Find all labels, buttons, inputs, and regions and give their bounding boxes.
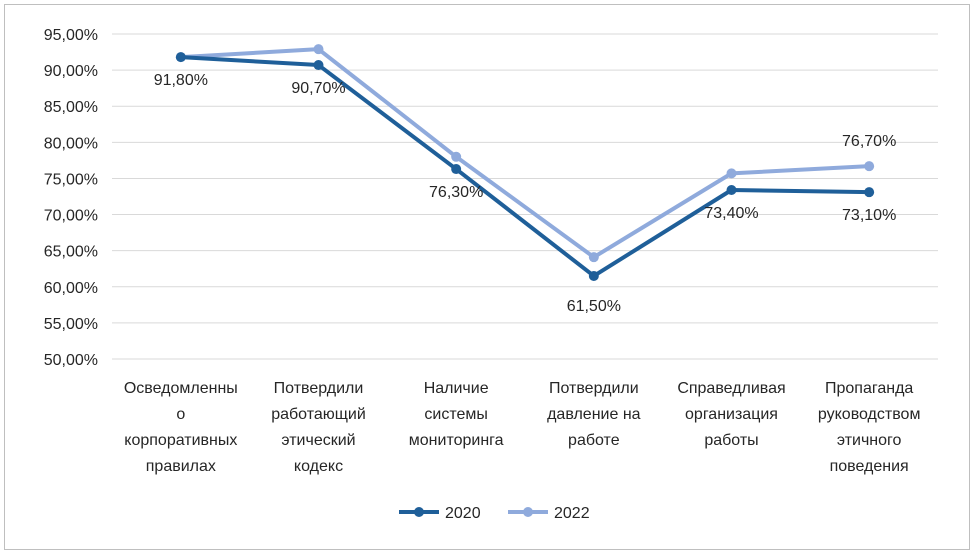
y-tick-label: 60,00% — [44, 280, 98, 297]
legend-marker-2020 — [414, 507, 424, 517]
series-group — [175, 44, 875, 281]
y-axis: 50,00% 55,00% 60,00% 65,00% 70,00% 75,00% 80,0… — [44, 27, 98, 369]
x-category-label: Справедливая организация работы — [677, 380, 785, 449]
x-category-label: Потвердили давление на работе — [547, 380, 641, 449]
data-point-2022 — [451, 151, 462, 162]
legend-label-2020: 2020 — [445, 505, 481, 522]
data-label-2022: 76,70% — [842, 133, 896, 150]
data-point-2022 — [313, 44, 324, 55]
legend-label-2022: 2022 — [554, 505, 590, 522]
y-tick-label: 95,00% — [44, 27, 98, 44]
y-tick-label: 55,00% — [44, 316, 98, 333]
legend-marker-2022 — [523, 507, 533, 517]
data-point-2022 — [588, 252, 599, 263]
y-tick-label: 50,00% — [44, 352, 98, 369]
x-category-label: Пропаганда руководством этичного поведения — [818, 380, 921, 475]
y-tick-label: 65,00% — [44, 244, 98, 261]
x-axis: Осведомленны о корпоративных правилах Потвер… — [124, 380, 921, 475]
series-line-2020 — [180, 55, 870, 278]
data-point-2020 — [726, 185, 737, 195]
data-point-2020 — [864, 187, 875, 198]
gridlines — [112, 33, 938, 360]
data-point-2020 — [451, 164, 462, 175]
x-category-label: Наличие системы мониторинга — [409, 380, 504, 449]
data-point-2020 — [588, 270, 599, 281]
data-point-2022 — [864, 161, 875, 172]
line-chart: 50,00% 55,00% 60,00% 65,00% 70,00% 75,00% 80,0… — [44, 27, 938, 522]
x-category-label: Осведомленны о корпоративных правилах — [124, 380, 238, 475]
data-point-2022 — [726, 168, 737, 179]
data-labels: 91,80% 90,70% 76,30% 61,50% 73,40% 73,10% 76,7… — [154, 72, 897, 315]
data-label-2020: 90,70% — [291, 80, 345, 97]
y-tick-label: 75,00% — [44, 171, 98, 188]
data-label-2020: 73,40% — [704, 205, 758, 222]
legend: 2020 2022 — [399, 505, 590, 522]
data-label-2020: 61,50% — [567, 298, 621, 315]
y-tick-label: 90,00% — [44, 63, 98, 80]
data-label-2020: 91,80% — [154, 72, 208, 89]
data-label-2020: 73,10% — [842, 207, 896, 224]
series-line-2022 — [180, 47, 870, 260]
y-tick-label: 80,00% — [44, 135, 98, 152]
chart-frame: 50,00% 55,00% 60,00% 65,00% 70,00% 75,00% 80,0… — [4, 4, 970, 550]
data-label-2020: 76,30% — [429, 184, 483, 201]
x-category-label: Потвердили работающий этический кодекс — [271, 380, 366, 475]
y-tick-label: 85,00% — [44, 99, 98, 116]
data-point-2020 — [313, 60, 324, 71]
y-tick-label: 70,00% — [44, 208, 98, 225]
data-point-2020 — [175, 52, 186, 63]
